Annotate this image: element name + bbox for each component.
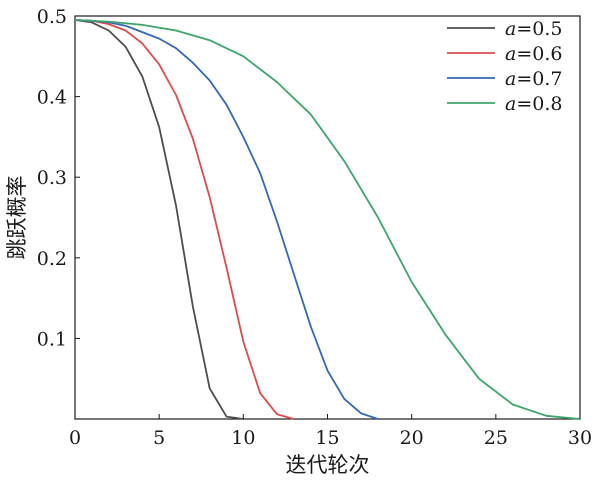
series-line-3 (74, 19, 581, 420)
x-tick-label: 0 (69, 427, 81, 449)
series-line-0 (74, 19, 244, 420)
y-axis-title: 跳跃概率 (5, 176, 29, 260)
series-layer (74, 19, 581, 420)
y-tick-label: 0.4 (37, 87, 67, 109)
x-tick-label: 5 (153, 427, 165, 449)
x-tick-label: 10 (231, 427, 255, 449)
x-tick-label: 25 (484, 427, 508, 449)
x-tick-label: 15 (315, 427, 339, 449)
x-tick-label: 20 (400, 427, 424, 449)
legend-label-2: a=0.7 (505, 68, 562, 90)
y-axis-ticks: 0.1 0.2 0.3 0.4 0.5 (37, 6, 80, 350)
series-line-2 (74, 19, 379, 420)
legend-label-1: a=0.6 (505, 43, 562, 65)
legend-label-3: a=0.8 (505, 93, 562, 115)
x-tick-label: 30 (568, 427, 592, 449)
x-axis-ticks: 0 5 10 15 20 25 30 (69, 414, 592, 449)
legend-label-0: a=0.5 (505, 18, 562, 40)
series-line-1 (74, 19, 295, 420)
y-tick-label: 0.3 (37, 167, 67, 189)
y-tick-label: 0.5 (37, 6, 67, 28)
legend: a=0.5 a=0.6 a=0.7 a=0.8 (447, 18, 562, 115)
y-tick-label: 0.1 (37, 328, 67, 350)
y-tick-label: 0.2 (37, 248, 67, 270)
x-axis-title: 迭代轮次 (286, 453, 370, 477)
